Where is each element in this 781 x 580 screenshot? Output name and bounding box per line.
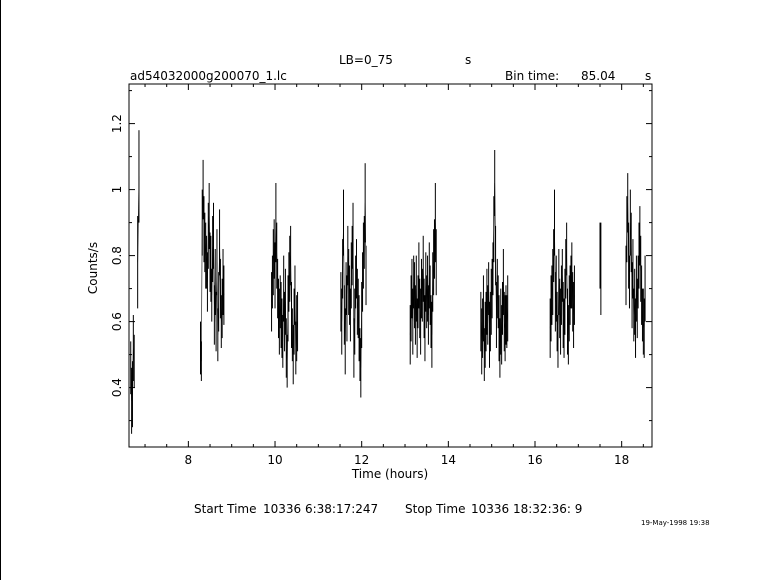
- bin-time-unit: s: [645, 69, 652, 83]
- source-label: LB=0_75: [339, 53, 393, 67]
- file-name: ad54032000g200070_1.lc: [130, 69, 287, 83]
- y-axis-label: Counts/s: [86, 242, 100, 294]
- x-tick-label: 16: [527, 453, 542, 467]
- window-left-border: [0, 0, 1, 580]
- x-tick-label: 10: [267, 453, 282, 467]
- y-tick-label: 1: [110, 186, 124, 194]
- bin-time-value: 85.04: [581, 69, 616, 83]
- x-tick-label: 12: [354, 453, 369, 467]
- y-tick-label: 1.2: [110, 114, 124, 133]
- x-axis-label: Time (hours): [351, 467, 428, 481]
- data-marks: [130, 130, 646, 434]
- stop-time-value: 10336 18:32:36: 9: [471, 502, 583, 516]
- plot-timestamp: 19-May-1998 19:38: [641, 519, 710, 527]
- y-tick-label: 0.4: [110, 378, 124, 397]
- source-unit: s: [465, 53, 472, 67]
- x-tick-label: 14: [441, 453, 456, 467]
- x-tick-label: 18: [614, 453, 629, 467]
- stop-time-label: Stop Time: [405, 502, 466, 516]
- bin-time-label: Bin time:: [505, 69, 560, 83]
- x-tick-label: 8: [185, 453, 193, 467]
- y-tick-label: 0.8: [110, 246, 124, 265]
- start-time-label: Start Time: [194, 502, 257, 516]
- y-tick-label: 0.6: [110, 312, 124, 331]
- plot-frame: [128, 83, 653, 448]
- start-time-value: 10336 6:38:17:247: [263, 502, 379, 516]
